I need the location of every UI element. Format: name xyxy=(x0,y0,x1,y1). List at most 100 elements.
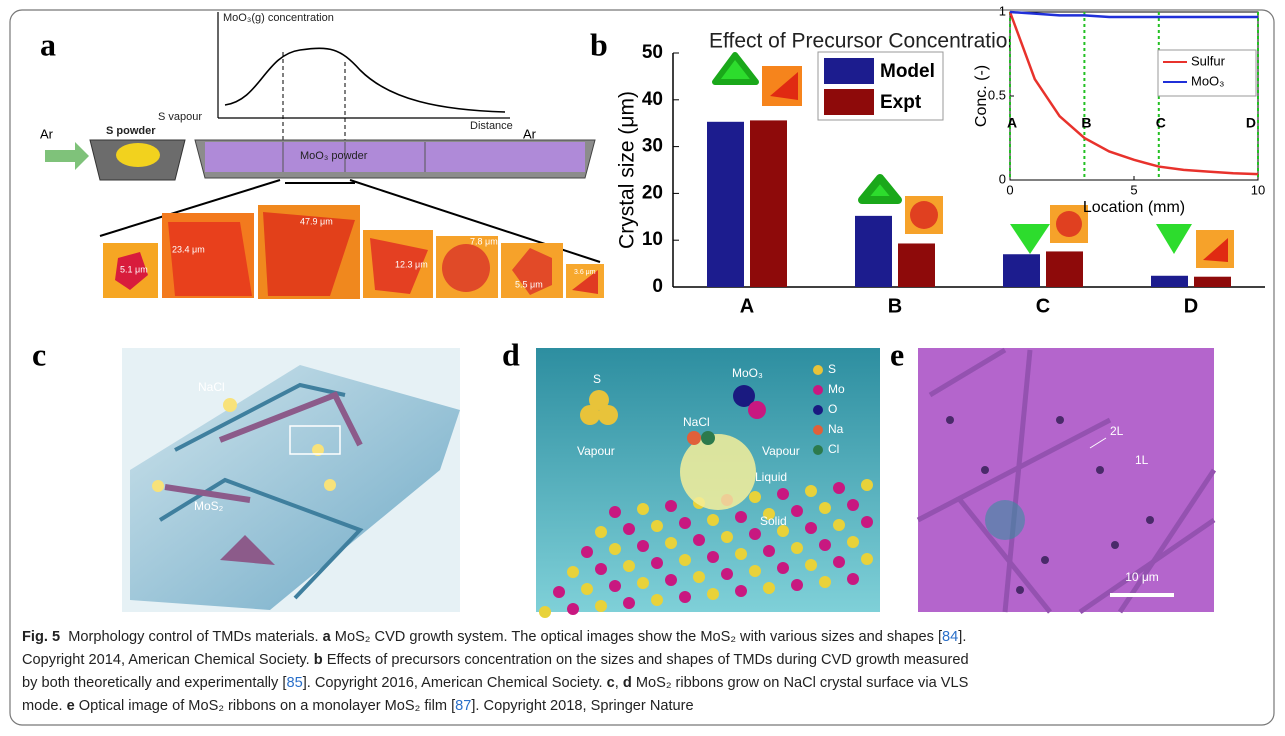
panel-a: MoO₃(g) concentration Distance Ar Ar S p… xyxy=(40,12,604,299)
panel-label: d xyxy=(502,336,520,372)
atom xyxy=(651,557,663,569)
atom xyxy=(665,500,677,512)
y-tick-label: 1 xyxy=(999,3,1006,18)
y-tick-label: 20 xyxy=(642,182,663,203)
caption-line: Copyright 2014, American Chemical Societ… xyxy=(22,652,969,668)
label: 2L xyxy=(1110,424,1124,438)
bar xyxy=(898,243,935,287)
reference[interactable]: 85 xyxy=(286,675,302,691)
atom xyxy=(679,517,691,529)
atom xyxy=(861,479,873,491)
atom xyxy=(679,591,691,603)
atom xyxy=(567,566,579,578)
atom xyxy=(623,560,635,572)
label: NaCl xyxy=(198,380,225,394)
legend-label: Expt xyxy=(880,92,922,113)
legend-label: Na xyxy=(828,422,844,436)
size-label: 3.6 μm xyxy=(574,269,596,276)
x-tick-label: A xyxy=(740,295,754,317)
x-tick-label: 10 xyxy=(1251,182,1265,197)
size-label: 12.3 μm xyxy=(395,259,428,269)
marker-label: C xyxy=(1156,115,1166,131)
atom xyxy=(833,556,845,568)
atom xyxy=(833,482,845,494)
atom xyxy=(847,573,859,585)
atom xyxy=(749,565,761,577)
label: S xyxy=(593,372,601,386)
reference[interactable]: 87 xyxy=(455,698,471,714)
atom xyxy=(693,534,705,546)
bar xyxy=(1003,254,1040,287)
atom xyxy=(707,551,719,563)
bar xyxy=(1046,251,1083,287)
y-tick-label: 30 xyxy=(642,136,663,157)
atom xyxy=(861,516,873,528)
x-tick-label: B xyxy=(888,295,902,317)
text: by both theoretically and experimentally… xyxy=(22,675,286,691)
atom xyxy=(637,577,649,589)
y-tick-label: 50 xyxy=(642,42,663,63)
y-tick-label: 0.5 xyxy=(988,87,1006,102)
panel-e: 2L 1L 10 μm xyxy=(918,348,1214,612)
panel-c: NaCl MoS₂ xyxy=(122,348,460,612)
panel-label: b xyxy=(590,26,608,62)
atom xyxy=(609,506,621,518)
label: MoO₃ xyxy=(732,366,763,380)
caption-line: by both theoretically and experimentally… xyxy=(22,675,969,691)
atom xyxy=(665,537,677,549)
y-tick-label: 10 xyxy=(642,229,663,250)
caption: Fig. 5 Morphology control of TMDs materi… xyxy=(22,629,969,714)
legend-label: Model xyxy=(880,61,935,82)
text: b xyxy=(314,652,323,668)
size-label: 23.4 μm xyxy=(172,244,205,254)
atom xyxy=(637,540,649,552)
atom xyxy=(595,526,607,538)
panel-label: c xyxy=(32,336,46,372)
bar xyxy=(707,122,744,287)
label: Vapour xyxy=(577,444,615,458)
marker-label: D xyxy=(1246,115,1256,131)
axis-label: Distance xyxy=(470,120,513,132)
atom xyxy=(665,574,677,586)
atom xyxy=(539,606,551,618)
text: MoS₂ ribbons grow on NaCl crystal surfac… xyxy=(632,675,969,691)
label: Liquid xyxy=(755,470,787,484)
atom xyxy=(819,539,831,551)
atom xyxy=(595,563,607,575)
text: , xyxy=(615,675,623,691)
figure: a b c d e MoO₃(g) concentration Distance… xyxy=(0,0,1285,736)
atom xyxy=(833,519,845,531)
atom xyxy=(861,553,873,565)
atom xyxy=(581,583,593,595)
atom xyxy=(679,554,691,566)
atom xyxy=(721,568,733,580)
chart-area: Effect of Precursor Concentration on TMD… xyxy=(616,3,1266,317)
x-tick-label: C xyxy=(1036,295,1050,317)
atom xyxy=(637,503,649,515)
atom xyxy=(721,531,733,543)
atom xyxy=(847,536,859,548)
text: Copyright 2014, American Chemical Societ… xyxy=(22,652,314,668)
panel-label: a xyxy=(40,26,56,62)
atom xyxy=(581,546,593,558)
atom xyxy=(805,485,817,497)
atom xyxy=(791,579,803,591)
atom xyxy=(805,559,817,571)
legend-label: MoO₃ xyxy=(1191,73,1224,88)
caption-line: Fig. 5 Morphology control of TMDs materi… xyxy=(22,629,966,645)
atom xyxy=(567,603,579,615)
text: Optical image of MoS₂ ribbons on a monol… xyxy=(75,698,455,714)
atom xyxy=(693,571,705,583)
label: NaCl xyxy=(683,415,710,429)
legend-swatch xyxy=(824,58,874,84)
panel-d: S MoO₃ NaCl Vapour Vapour Liquid Solid S… xyxy=(536,348,880,618)
reference[interactable]: 84 xyxy=(942,629,958,645)
text: MoS₂ CVD growth system. The optical imag… xyxy=(331,629,942,645)
text: ]. Copyright 2018, Springer Nature xyxy=(471,698,693,714)
atom xyxy=(749,491,761,503)
caption-line: mode. e Optical image of MoS₂ ribbons on… xyxy=(22,698,694,714)
text: d xyxy=(623,675,632,691)
atom xyxy=(777,562,789,574)
bar xyxy=(1194,277,1231,287)
atom xyxy=(595,600,607,612)
